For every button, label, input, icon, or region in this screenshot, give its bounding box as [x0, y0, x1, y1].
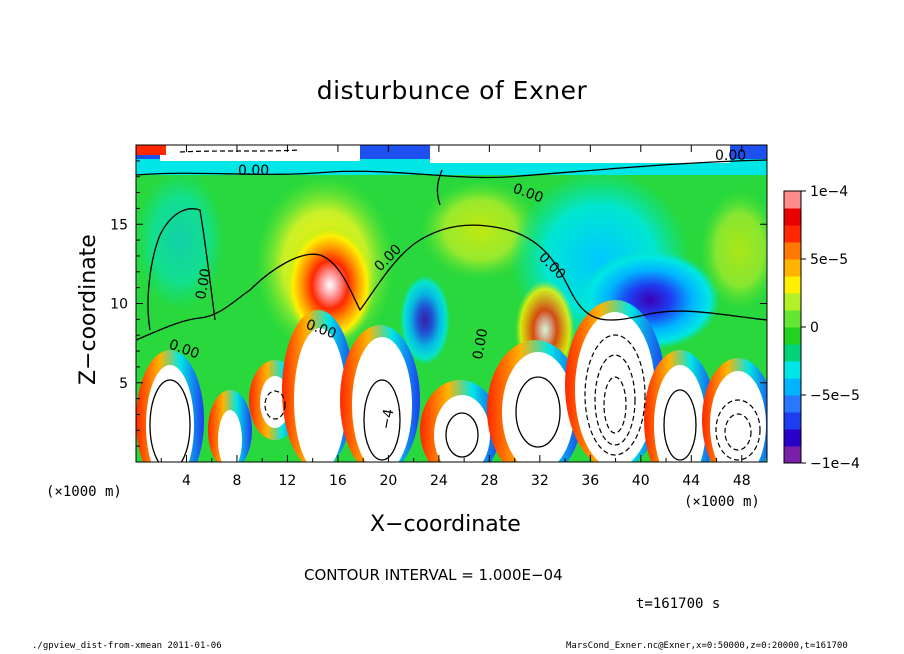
footer-left: ./gpview_dist-from-xmean 2011-01-06: [32, 641, 222, 651]
x-tick-label: 24: [430, 473, 448, 489]
x-tick-label: 8: [232, 473, 241, 489]
colorbar-label: −5e−5: [810, 388, 860, 404]
y-tick-label: 5: [119, 376, 128, 392]
x-tick-label: 32: [531, 473, 549, 489]
colorbar-segment: [784, 412, 801, 430]
contour-label: −4: [378, 408, 397, 431]
colorbar-segment: [784, 310, 801, 328]
colorbar-segment: [784, 446, 801, 464]
x-tick-label: 20: [379, 473, 397, 489]
chart-title: disturbunce of Exner: [316, 76, 588, 105]
colorbar-segment: [784, 378, 801, 396]
contour-lines: [136, 159, 767, 462]
y-tick-label: 10: [110, 297, 128, 313]
x-tick-label: 4: [182, 473, 191, 489]
colorbar-label: 1e−4: [810, 184, 848, 200]
y-axis-label: Z−coordinate: [76, 234, 101, 385]
colorbar-segment: [784, 208, 801, 226]
colorbar-label: 0: [810, 320, 819, 336]
x-tick-label: 36: [581, 473, 599, 489]
colorbar-segment: [784, 191, 801, 209]
x-tick-label: 48: [733, 473, 751, 489]
x-axis-label: X−coordinate: [370, 512, 521, 537]
contour-label: 0.00: [470, 327, 491, 360]
colorbar-segment: [784, 242, 801, 260]
colorbar-label: −1e−4: [810, 456, 860, 472]
x-unit-label: (×1000 m): [684, 494, 760, 510]
colorbar-segment: [784, 327, 801, 345]
colorbar-segment: [784, 429, 801, 447]
time-stamp: t=161700 s: [636, 596, 721, 612]
colorbar-segment: [784, 259, 801, 277]
x-tick-label: 16: [329, 473, 347, 489]
colorbar-segment: [784, 276, 801, 294]
contour-label: 0.00: [193, 267, 214, 300]
exner-field: 0.00 0.00 0.00 0.00 0.00 0.00 0.00 0.00 …: [136, 145, 767, 462]
colorbar-segment: [784, 293, 801, 311]
contour-label: 0.00: [238, 163, 269, 179]
colorbar-segment: [784, 344, 801, 362]
colorbar-label: 5e−5: [810, 252, 848, 268]
colorbar-segment: [784, 361, 801, 379]
z-unit-label: (×1000 m): [46, 484, 122, 500]
x-tick-label: 28: [480, 473, 498, 489]
contour-interval-text: CONTOUR INTERVAL = 1.000E−04: [304, 566, 563, 584]
y-tick-label: 15: [110, 217, 128, 233]
x-tick-label: 12: [279, 473, 297, 489]
footer-right: MarsCond_Exner.nc@Exner,x=0:50000,z=0:20…: [566, 641, 848, 651]
colorbar: 1e−4 5e−5 0 −5e−5 −1e−4: [783, 184, 860, 472]
colorbar-segment: [784, 225, 801, 243]
contour-label: 0.00: [715, 148, 746, 164]
colorbar-segment: [784, 395, 801, 413]
x-tick-label: 44: [682, 473, 700, 489]
x-tick-label: 40: [632, 473, 650, 489]
